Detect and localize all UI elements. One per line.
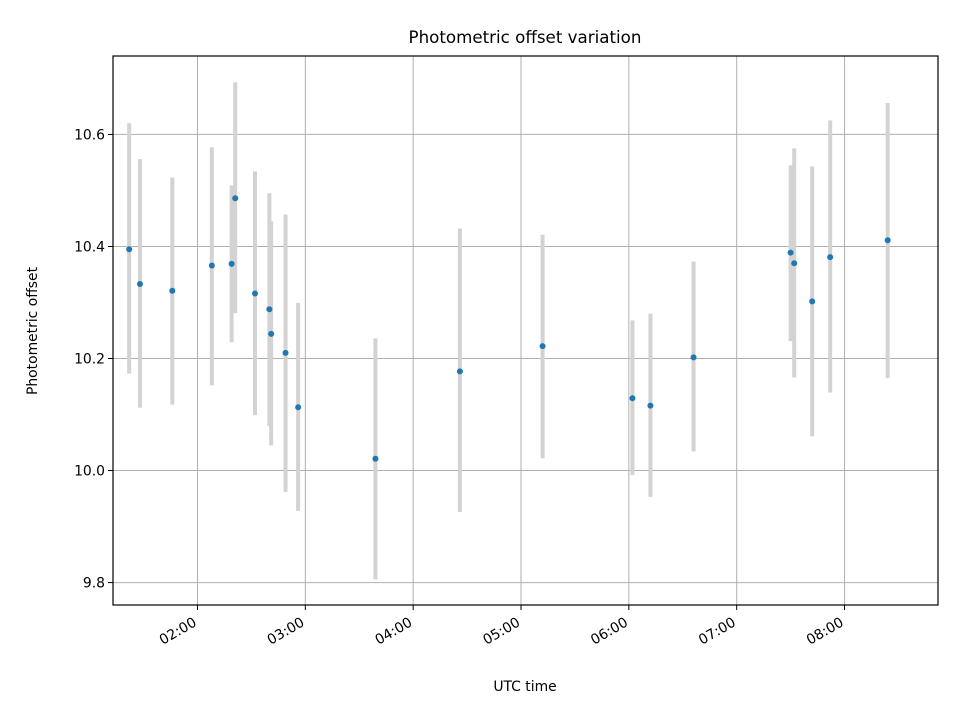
data-point bbox=[539, 343, 546, 350]
data-point bbox=[268, 330, 275, 337]
data-point bbox=[809, 298, 816, 305]
data-point bbox=[282, 349, 289, 356]
data-point bbox=[208, 262, 215, 269]
y-axis-label: Photometric offset bbox=[25, 266, 41, 395]
y-tick-label: 9.8 bbox=[83, 576, 105, 592]
data-point bbox=[884, 237, 891, 244]
data-point bbox=[372, 455, 379, 462]
grid-layer bbox=[113, 56, 938, 605]
data-point bbox=[295, 404, 302, 411]
y-tick-label: 10.6 bbox=[74, 127, 105, 143]
y-tick-label: 10.0 bbox=[74, 464, 105, 480]
data-point bbox=[456, 368, 463, 375]
x-axis-label: UTC time bbox=[493, 679, 556, 695]
y-tick-label: 10.2 bbox=[74, 352, 105, 368]
data-point bbox=[228, 260, 235, 267]
data-point bbox=[232, 195, 239, 202]
data-point bbox=[791, 260, 798, 267]
data-point bbox=[787, 249, 794, 256]
data-point bbox=[126, 246, 133, 253]
data-point bbox=[827, 254, 834, 261]
data-point bbox=[629, 395, 636, 402]
data-point bbox=[647, 402, 654, 409]
chart-title: Photometric offset variation bbox=[409, 27, 642, 47]
data-point bbox=[136, 281, 143, 288]
data-point bbox=[690, 354, 697, 361]
data-point bbox=[266, 306, 273, 313]
plot-frame bbox=[112, 55, 939, 606]
data-point bbox=[251, 290, 258, 297]
point-layer bbox=[126, 195, 891, 462]
y-tick-label: 10.4 bbox=[74, 239, 105, 255]
data-point bbox=[169, 287, 176, 294]
